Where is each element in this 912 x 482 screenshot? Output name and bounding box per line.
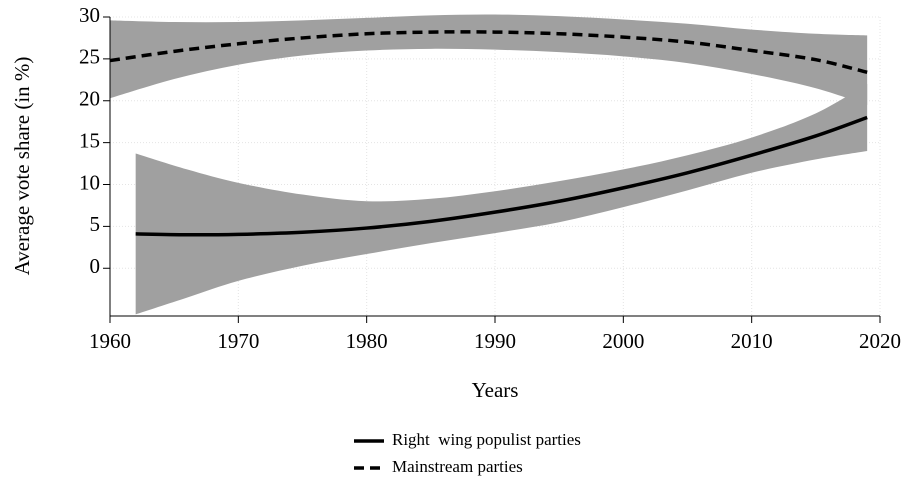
- confidence-band: [135, 84, 868, 315]
- x-tick-label: 1970: [217, 329, 259, 353]
- x-tick-label: 1990: [474, 329, 516, 353]
- y-axis-label: Average vote share (in %): [10, 57, 34, 276]
- x-axis-label: Years: [472, 378, 519, 402]
- y-tick-label: 30: [79, 3, 100, 27]
- y-tick-label: 5: [90, 212, 101, 236]
- legend-label: Mainstream parties: [392, 457, 523, 476]
- legend-label: Right wing populist parties: [392, 430, 581, 449]
- x-tick-label: 2020: [859, 329, 901, 353]
- x-tick-label: 1960: [89, 329, 131, 353]
- y-tick-label: 15: [79, 128, 100, 152]
- x-tick-label: 2000: [602, 329, 644, 353]
- confidence-band: [110, 14, 868, 105]
- series-line: [109, 30, 868, 74]
- y-tick-label: 20: [79, 87, 100, 111]
- series-line: [135, 115, 868, 237]
- y-tick-label: 25: [79, 45, 100, 69]
- x-tick-label: 2010: [731, 329, 773, 353]
- legend: Right wing populist parties Mainstream pa…: [354, 430, 581, 476]
- y-tick-label: 0: [90, 254, 101, 278]
- x-tick-label: 1980: [346, 329, 388, 353]
- y-tick-label: 10: [79, 170, 100, 194]
